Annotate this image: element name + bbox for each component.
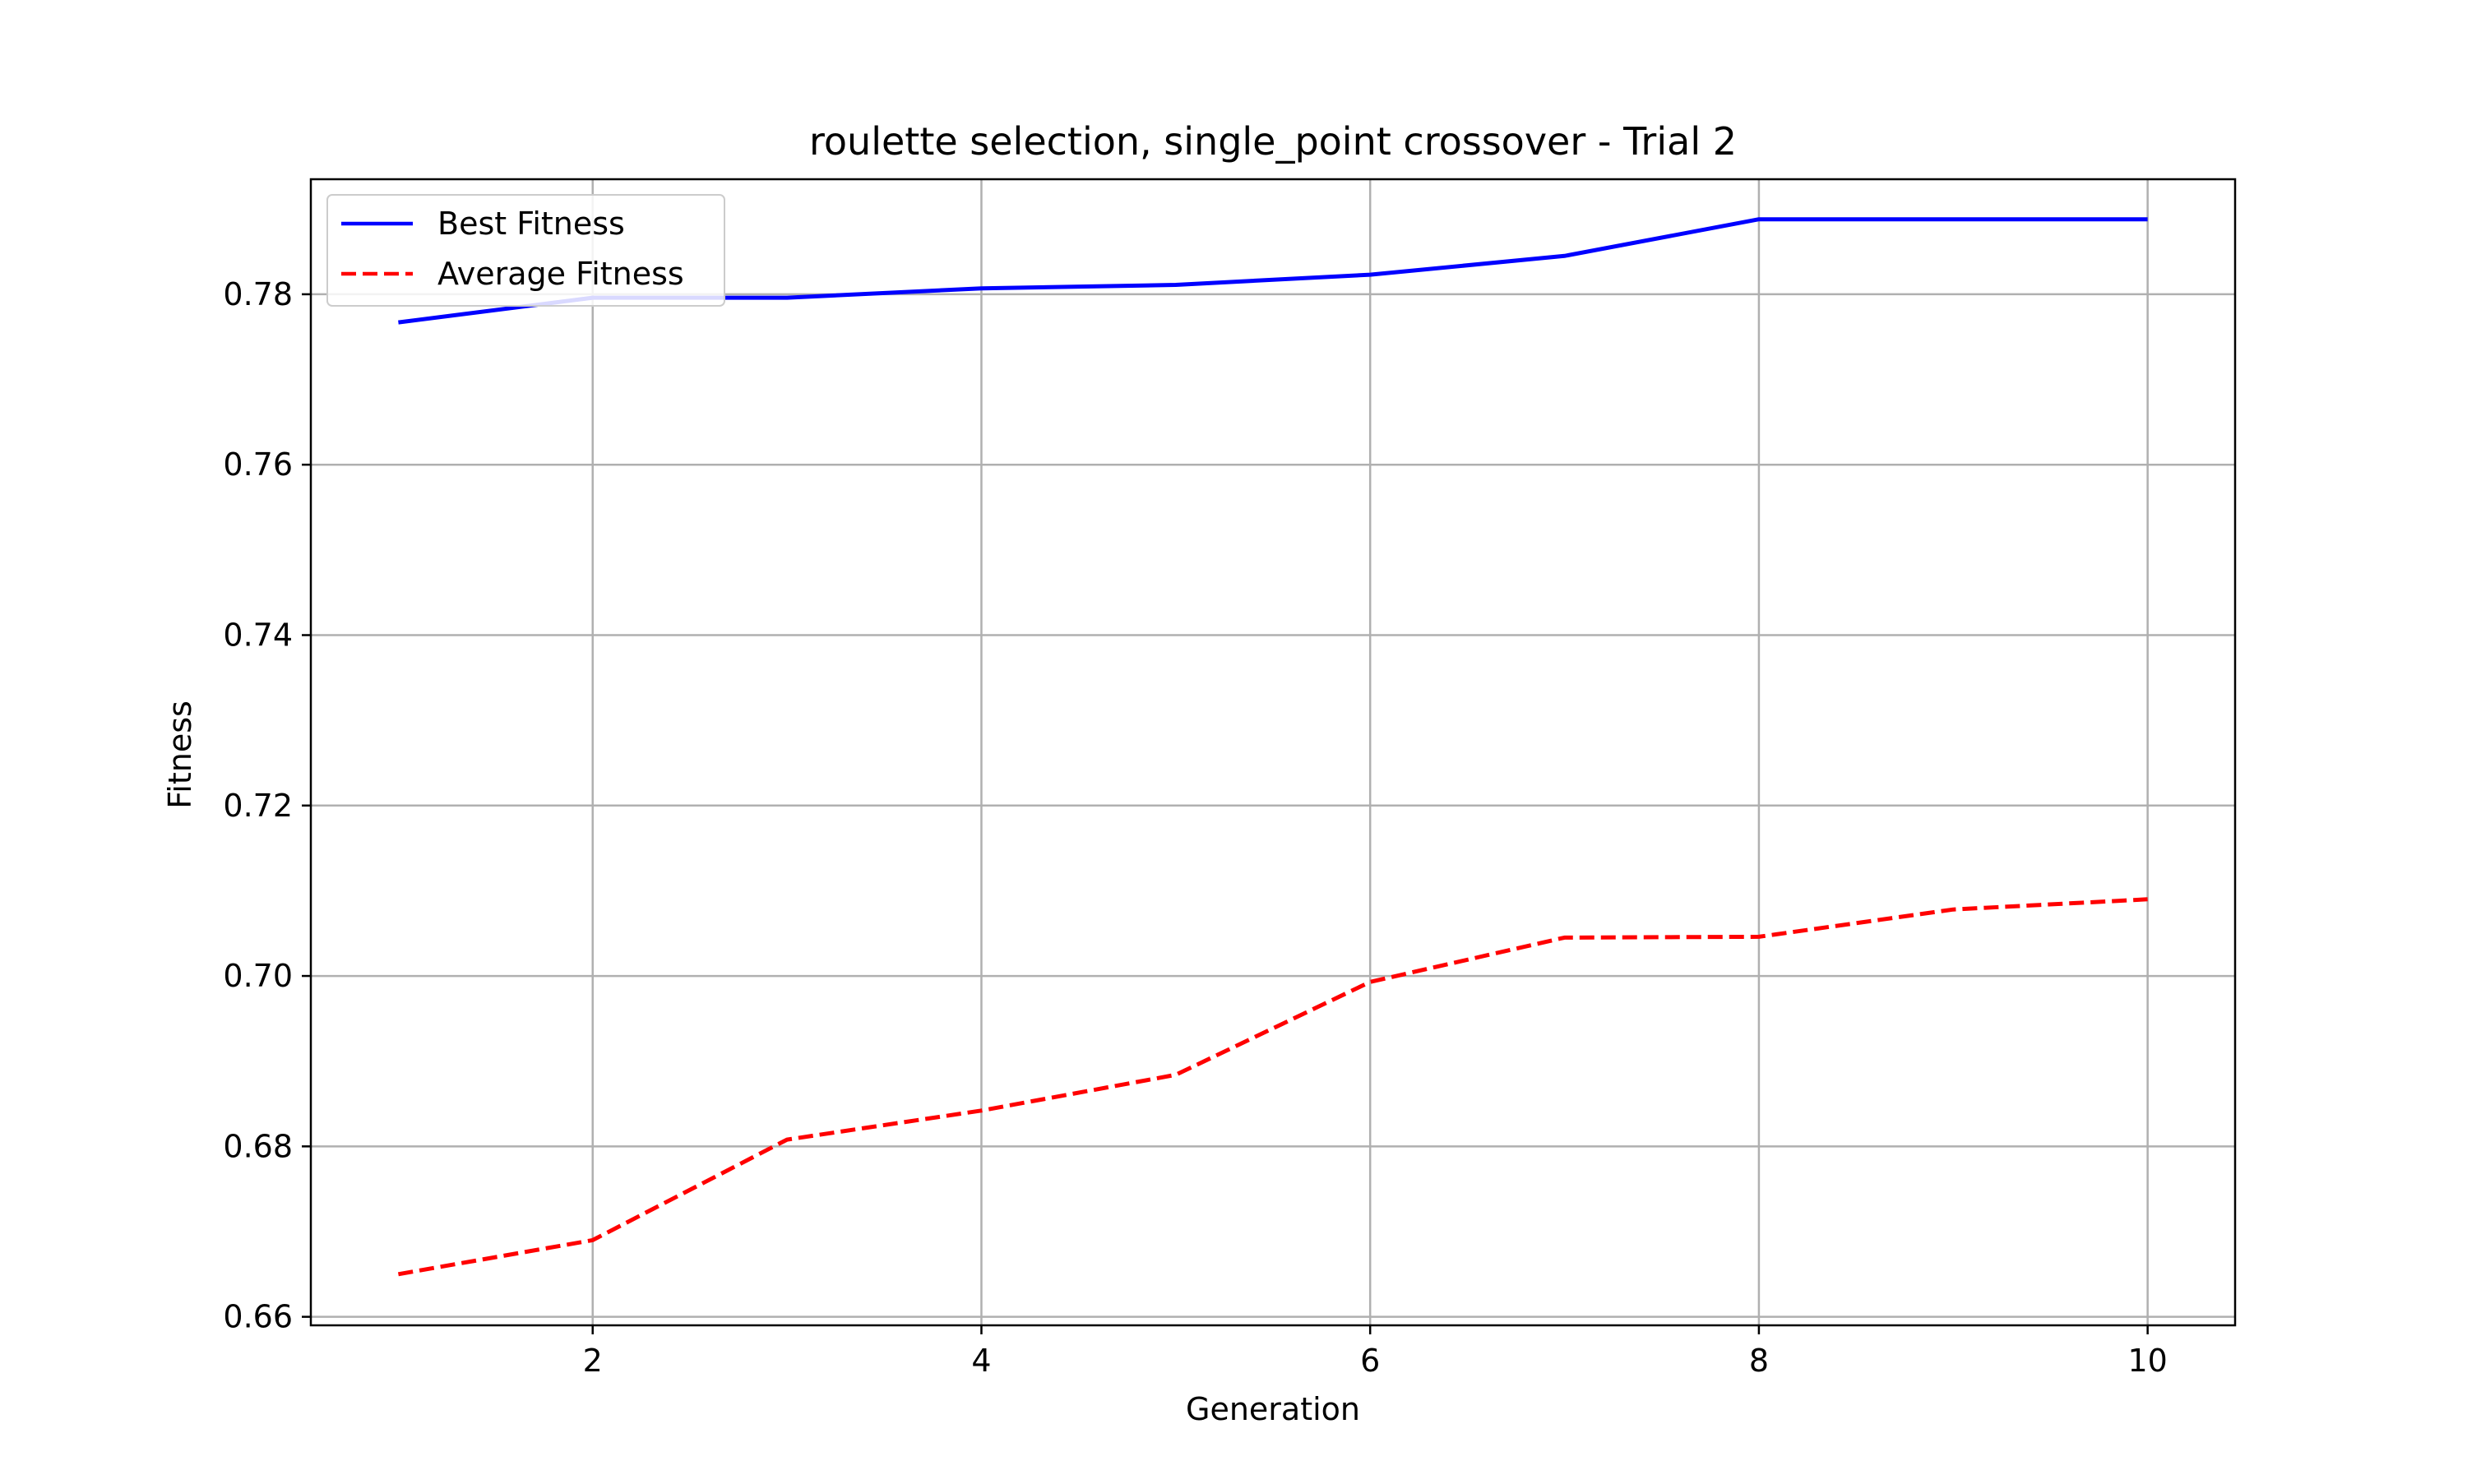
y-tick-label: 0.70 xyxy=(223,958,293,994)
x-axis-label: Generation xyxy=(1186,1391,1360,1427)
x-tick-label: 6 xyxy=(1360,1343,1380,1379)
grid-layer xyxy=(311,179,2235,1325)
series-line-average-fitness xyxy=(397,897,2148,1277)
tick-layer: 2 4 6 8 10 0.66 0.68 0.70 0.72 0.74 0.76 0.78 xyxy=(223,276,2167,1379)
legend-box xyxy=(326,194,725,307)
x-tick-label: 4 xyxy=(971,1343,991,1379)
x-tick-label: 8 xyxy=(1749,1343,1769,1379)
y-axis-label: Fitness xyxy=(162,700,198,809)
y-tick-label: 0.78 xyxy=(223,276,293,312)
y-tick-label: 0.74 xyxy=(223,617,293,653)
chart-title: roulette selection, single_point crossov… xyxy=(809,119,1737,164)
y-tick-label: 0.76 xyxy=(223,446,293,483)
x-tick-label: 2 xyxy=(583,1343,603,1379)
plot-frame xyxy=(309,178,2237,1327)
legend: Best Fitness Average Fitness xyxy=(326,194,725,307)
y-tick-label: 0.72 xyxy=(223,788,293,824)
y-tick-label: 0.68 xyxy=(223,1128,293,1164)
legend-label-average-fitness: Average Fitness xyxy=(437,256,684,292)
legend-label-best-fitness: Best Fitness xyxy=(437,206,625,242)
y-tick-label: 0.66 xyxy=(223,1299,293,1335)
x-tick-label: 10 xyxy=(2127,1343,2167,1379)
